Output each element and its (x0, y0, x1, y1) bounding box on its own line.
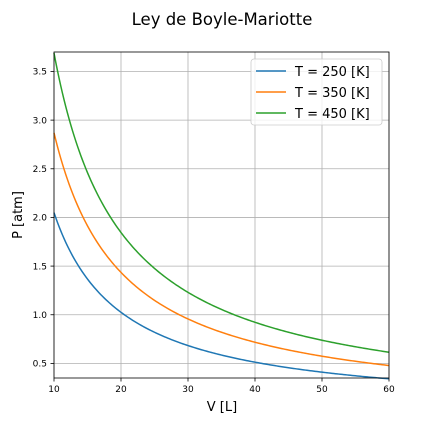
series-line (53, 212, 390, 380)
y-tick-label: 2.0 (33, 214, 48, 224)
y-tick-label: 1.5 (33, 262, 47, 272)
legend-box (250, 58, 383, 126)
chart-title: Ley de Boyle-Mariotte (132, 10, 313, 29)
y-tick-label: 3.0 (33, 116, 48, 126)
x-tick-label: 10 (48, 385, 60, 395)
y-tick-label: 1.0 (33, 311, 48, 321)
series-line (53, 132, 390, 367)
series-line (53, 52, 390, 353)
x-axis-label: V [L] (207, 400, 237, 415)
series-lines (53, 52, 390, 380)
y-tick-label: 2.5 (33, 165, 47, 175)
y-tick-label: 3.5 (33, 68, 47, 78)
y-axis-label: P [atm] (11, 191, 26, 239)
axis-ticks: 10 20 30 40 50 60 0.5 1.0 1.5 2.0 2.5 3.0 3.5 (33, 68, 395, 395)
x-tick-label: 20 (115, 385, 127, 395)
x-tick-label: 60 (383, 385, 395, 395)
y-tick-label: 0.5 (33, 360, 47, 370)
plot-frame (53, 51, 390, 379)
grid-lines (53, 52, 390, 378)
legend: T = 250 [K] T = 350 [K] T = 450 [K] (250, 58, 383, 126)
legend-label: T = 250 [K] (294, 65, 370, 80)
legend-label: T = 450 [K] (294, 107, 370, 122)
x-tick-label: 40 (249, 385, 261, 395)
x-tick-label: 50 (316, 385, 328, 395)
x-tick-label: 30 (182, 385, 194, 395)
legend-label: T = 350 [K] (294, 86, 370, 101)
